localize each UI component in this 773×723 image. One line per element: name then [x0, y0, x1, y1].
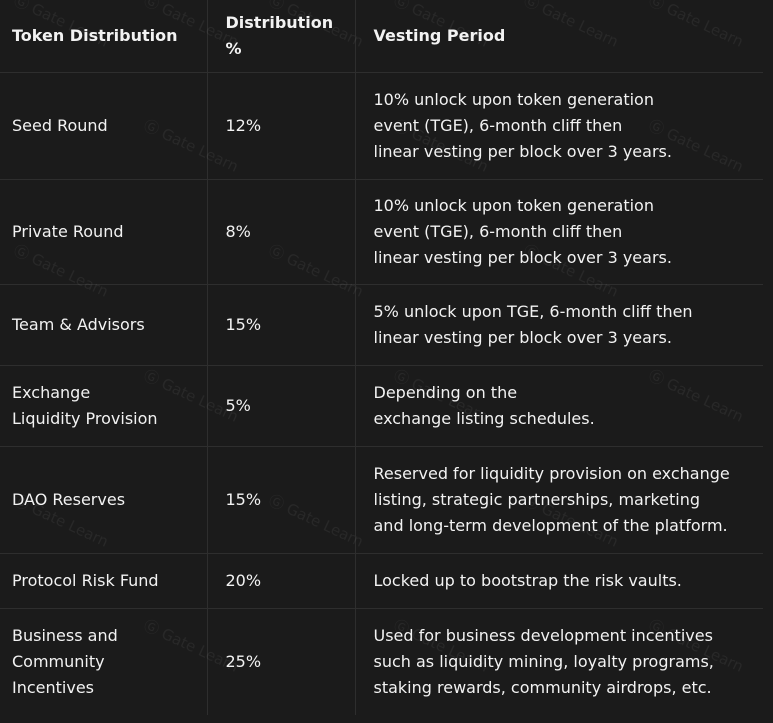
percent-cell: 8%: [206, 179, 355, 285]
vesting-text: Locked up to bootstrap the risk vaults.: [373, 571, 682, 590]
vesting-text: Depending on the: [373, 383, 518, 402]
header-vesting-period: Vesting Period: [354, 0, 763, 73]
percent-cell: 5%: [206, 365, 355, 447]
percent-cell: 15%: [206, 446, 355, 554]
token-name-cell: Private Round: [0, 179, 207, 285]
token-name-cell: Seed Round: [0, 72, 207, 180]
token-name: Protocol Risk Fund: [12, 571, 159, 590]
token-name: Business and: [12, 626, 118, 645]
vesting-text: 5% unlock upon TGE, 6-month cliff then: [373, 302, 693, 321]
vesting-cell: Used for business development incentives…: [354, 608, 763, 715]
percent-cell: 20%: [206, 553, 355, 609]
table-row: Exchange Liquidity Provision 5% Dependin…: [0, 365, 763, 447]
table-row: Protocol Risk Fund 20% Locked up to boot…: [0, 553, 763, 609]
percent-cell: 12%: [206, 72, 355, 180]
table-row: DAO Reserves 15% Reserved for liquidity …: [0, 446, 763, 554]
token-name: Seed Round: [12, 116, 108, 135]
token-name-cell: DAO Reserves: [0, 446, 207, 554]
vesting-text: 10% unlock upon token generation: [373, 196, 654, 215]
vesting-text: 10% unlock upon token generation: [373, 90, 654, 109]
table-body: Seed Round 12% 10% unlock upon token gen…: [0, 72, 763, 716]
vesting-text: and long-term development of the platfor…: [373, 516, 728, 535]
token-distribution-table: Token Distribution Distribution % Vestin…: [0, 0, 763, 715]
vesting-text: linear vesting per block over 3 years.: [373, 142, 672, 161]
vesting-text: event (TGE), 6-month cliff then: [373, 116, 623, 135]
token-name: Private Round: [12, 222, 124, 241]
header-distribution-line1: Distribution: [225, 13, 334, 32]
table-row: Business and Community Incentives 25% Us…: [0, 608, 763, 716]
vesting-text: linear vesting per block over 3 years.: [373, 328, 672, 347]
token-name: Exchange: [12, 383, 91, 402]
vesting-cell: Locked up to bootstrap the risk vaults.: [354, 553, 763, 609]
table-header-row: Token Distribution Distribution % Vestin…: [0, 0, 763, 73]
token-name-cell: Protocol Risk Fund: [0, 553, 207, 609]
token-name: Liquidity Provision: [12, 409, 158, 428]
vesting-cell: 10% unlock upon token generation event (…: [354, 72, 763, 180]
token-name: Team & Advisors: [12, 315, 145, 334]
header-distribution-line2: %: [225, 39, 242, 58]
token-name: Incentives: [12, 678, 95, 697]
token-name: Community: [12, 652, 105, 671]
vesting-cell: Depending on the exchange listing schedu…: [354, 365, 763, 447]
header-token-distribution: Token Distribution: [0, 0, 207, 73]
vesting-text: event (TGE), 6-month cliff then: [373, 222, 623, 241]
token-name-cell: Team & Advisors: [0, 284, 207, 366]
token-name: DAO Reserves: [12, 490, 126, 509]
vesting-cell: 10% unlock upon token generation event (…: [354, 179, 763, 285]
vesting-text: such as liquidity mining, loyalty progra…: [373, 652, 714, 671]
vesting-text: linear vesting per block over 3 years.: [373, 248, 672, 267]
token-name-cell: Exchange Liquidity Provision: [0, 365, 207, 447]
token-name-cell: Business and Community Incentives: [0, 609, 207, 716]
percent-cell: 15%: [206, 284, 355, 366]
table-row: Team & Advisors 15% 5% unlock upon TGE, …: [0, 284, 763, 366]
vesting-cell: Reserved for liquidity provision on exch…: [354, 446, 763, 554]
vesting-cell: 5% unlock upon TGE, 6-month cliff then l…: [354, 284, 763, 366]
vesting-text: listing, strategic partnerships, marketi…: [373, 490, 701, 509]
table-row: Seed Round 12% 10% unlock upon token gen…: [0, 72, 763, 180]
vesting-text: staking rewards, community airdrops, etc…: [373, 678, 712, 697]
vesting-text: Used for business development incentives: [373, 626, 713, 645]
table-row: Private Round 8% 10% unlock upon token g…: [0, 179, 763, 285]
vesting-text: exchange listing schedules.: [373, 409, 595, 428]
header-distribution-percent: Distribution %: [206, 0, 355, 73]
vesting-text: Reserved for liquidity provision on exch…: [373, 464, 730, 483]
percent-cell: 25%: [206, 608, 355, 715]
